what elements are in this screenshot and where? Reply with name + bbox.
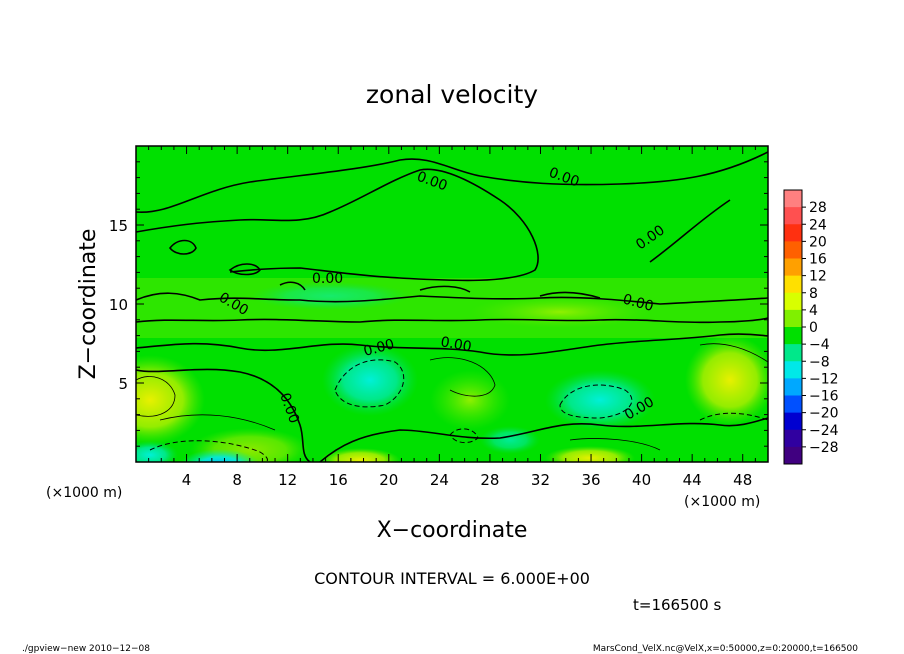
- colorbar-swatch: [784, 361, 802, 379]
- contour-label: 0.00: [362, 336, 396, 360]
- colorbar-swatch: [784, 224, 802, 242]
- colorbar-label: 24: [809, 217, 827, 233]
- colorbar-swatch: [784, 258, 802, 277]
- colorbar-label: 16: [809, 252, 827, 268]
- contour-lines-thin: [136, 343, 768, 451]
- colorbar-label: −12: [809, 371, 839, 387]
- colorbar-swatch: [784, 275, 802, 294]
- colorbar-swatch: [784, 378, 802, 396]
- footer-left: ./gpview−new 2010−12−08: [22, 644, 150, 654]
- x-tick-label: 36: [581, 471, 600, 489]
- x-unit-label-left: (×1000 m): [46, 485, 122, 501]
- colorbar-swatch: [784, 241, 802, 259]
- colorbar-label: −16: [809, 389, 839, 405]
- colorbar-label: 0: [809, 320, 818, 336]
- y-tick-label: 5: [118, 375, 128, 393]
- heatmap-field: [136, 146, 768, 462]
- x-tick-label: 32: [531, 471, 550, 489]
- colorbar-label: −20: [809, 406, 839, 422]
- colorbar-swatch: [784, 395, 802, 414]
- colorbar-swatch: [784, 207, 802, 225]
- x-tick-label: 24: [430, 471, 449, 489]
- y-axis: 5 10 15: [109, 161, 768, 447]
- x-tick-label: 44: [683, 471, 702, 489]
- x-unit-label-right: (×1000 m): [684, 494, 760, 510]
- colorbar-swatch: [784, 292, 802, 311]
- colorbar-label: 4: [809, 303, 818, 319]
- x-tick-label: 16: [329, 471, 348, 489]
- colorbar-swatch: [784, 309, 802, 328]
- colorbar-swatch: [784, 412, 802, 431]
- y-tick-label: 10: [109, 296, 128, 314]
- colorbar-label: −28: [809, 440, 839, 456]
- contour-lines: [136, 151, 768, 462]
- time-text: t=166500 s: [633, 596, 721, 614]
- colorbar-label: −4: [809, 337, 830, 353]
- x-tick-label: 12: [278, 471, 297, 489]
- colorbar-swatch: [784, 429, 802, 448]
- x-axis-label: X−coordinate: [377, 518, 528, 543]
- colorbar-label: 12: [809, 269, 827, 285]
- y-tick-label: 15: [109, 217, 128, 235]
- colorbar-swatch: [784, 446, 802, 465]
- footer-right: MarsCond_VelX.nc@VelX,x=0:50000,z=0:2000…: [593, 644, 858, 654]
- y-axis-label: Z−coordinate: [76, 229, 101, 380]
- colorbar-swatch: [784, 190, 802, 208]
- contour-label: 0.00: [621, 291, 655, 315]
- contour-lines-dashed: [149, 359, 768, 462]
- x-axis: 4 8 12 16 20 24 28 32 36 40 44 48: [148, 146, 756, 489]
- x-tick-label: 4: [182, 471, 192, 489]
- colorbar-label: 28: [809, 200, 827, 216]
- contour-interval-text: CONTOUR INTERVAL = 6.000E+00: [314, 569, 590, 588]
- colorbar-label: 20: [809, 234, 827, 250]
- contour-label: 0.00: [439, 334, 472, 355]
- colorbar-label: −24: [809, 423, 839, 439]
- x-tick-label: 20: [379, 471, 398, 489]
- colorbar-label: 8: [809, 286, 818, 302]
- colorbar-label: −8: [809, 354, 830, 370]
- x-tick-label: 28: [480, 471, 499, 489]
- x-tick-label: 48: [733, 471, 752, 489]
- contour-label: 0.00: [312, 271, 343, 287]
- x-tick-label: 8: [232, 471, 242, 489]
- x-tick-label: 40: [632, 471, 651, 489]
- colorbar-swatch: [784, 327, 802, 345]
- chart-title: zonal velocity: [366, 80, 538, 109]
- colorbar-swatch: [784, 344, 802, 362]
